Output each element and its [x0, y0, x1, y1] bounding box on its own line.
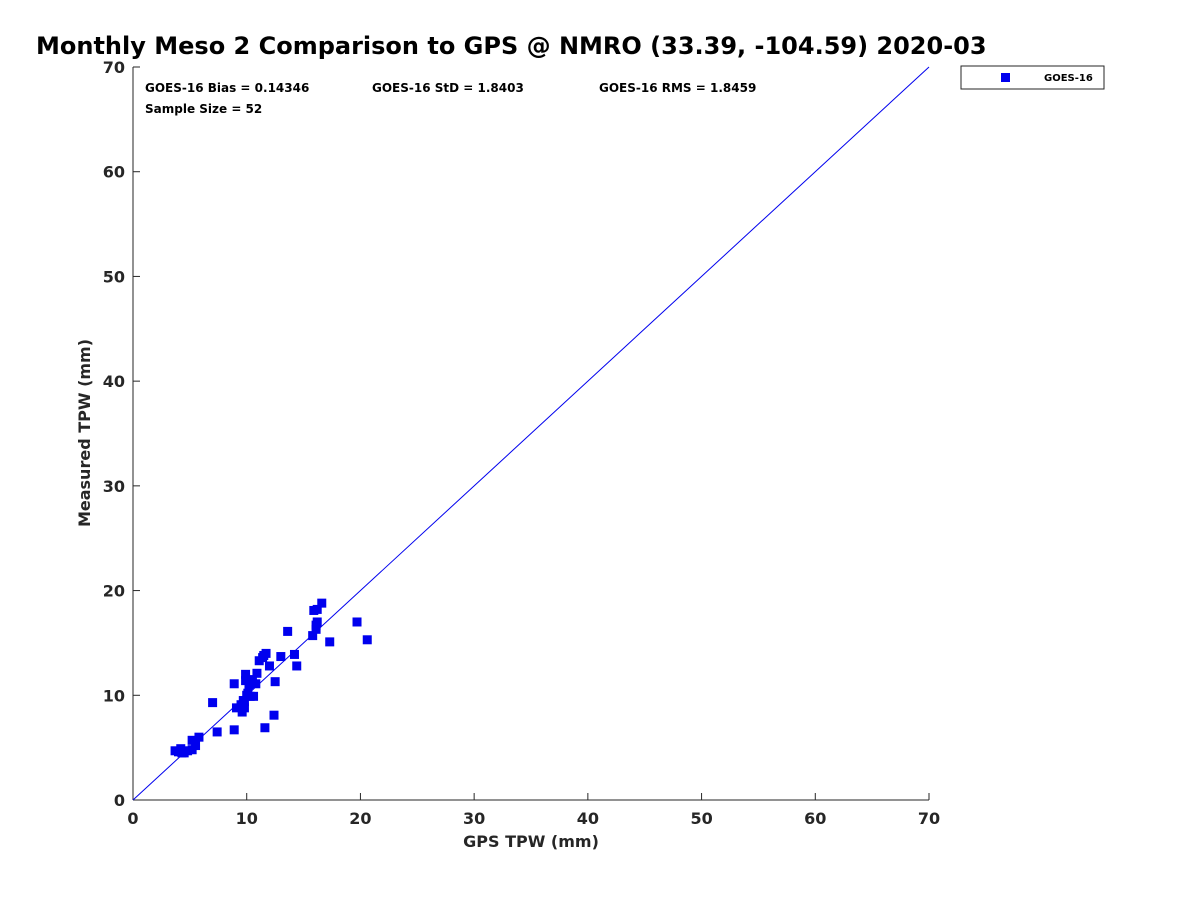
data-point: [270, 677, 280, 687]
chart-title: Monthly Meso 2 Comparison to GPS @ NMRO …: [36, 32, 987, 60]
x-tick-label: 30: [463, 809, 485, 828]
data-point: [362, 635, 372, 645]
data-point: [289, 649, 299, 659]
stat-rms: GOES-16 RMS = 1.8459: [599, 81, 756, 95]
y-tick-label: 10: [103, 686, 125, 705]
data-point: [269, 710, 279, 720]
data-point: [276, 652, 286, 662]
data-point: [239, 703, 249, 713]
y-tick-label: 70: [103, 58, 125, 77]
data-point: [229, 679, 239, 689]
y-tick-label: 50: [103, 267, 125, 286]
data-point: [292, 661, 302, 671]
data-point: [187, 735, 197, 745]
data-point: [241, 669, 251, 679]
x-tick-label: 10: [236, 809, 258, 828]
data-point: [308, 631, 318, 641]
data-point: [229, 725, 239, 735]
x-axis-label: GPS TPW (mm): [463, 832, 599, 851]
stats-panel: GOES-16 Bias = 0.14346 GOES-16 StD = 1.8…: [145, 81, 756, 116]
legend-box: [960, 65, 1105, 90]
data-point: [251, 679, 261, 689]
data-point: [283, 626, 293, 636]
one-to-one-line: [132, 66, 930, 801]
data-point: [191, 741, 201, 751]
data-point: [208, 698, 218, 708]
data-point: [242, 690, 252, 700]
legend-marker: [1001, 73, 1010, 82]
y-tick-label: 0: [114, 791, 125, 810]
y-tick-label: 40: [103, 372, 125, 391]
y-tick-label: 30: [103, 477, 125, 496]
data-point: [249, 691, 259, 701]
data-point: [231, 703, 241, 713]
data-point: [244, 680, 254, 690]
data-point: [312, 617, 322, 627]
x-tick-label: 70: [918, 809, 940, 828]
data-point: [260, 723, 270, 733]
x-tick-label: 0: [127, 809, 138, 828]
data-point: [177, 748, 187, 758]
data-point: [239, 697, 249, 707]
data-point: [252, 668, 262, 678]
y-tick-label: 60: [103, 163, 125, 182]
x-tick-label: 40: [577, 809, 599, 828]
x-tick-label: 50: [690, 809, 712, 828]
x-tick-label: 60: [804, 809, 826, 828]
data-point: [312, 604, 322, 614]
plot-area: 0 10 20 30 40 50 60 70 0 10 20 30 40 50 60 70: [103, 58, 940, 828]
data-point: [325, 637, 335, 647]
data-point: [259, 650, 269, 660]
data-point: [183, 746, 193, 756]
data-point: [317, 598, 327, 608]
stat-bias: GOES-16 Bias = 0.14346: [145, 81, 309, 95]
legend: GOES-16: [960, 65, 1105, 90]
x-tick-label: 20: [349, 809, 371, 828]
data-point: [264, 661, 274, 671]
data-point: [194, 732, 204, 742]
stat-sample-size: Sample Size = 52: [145, 102, 262, 116]
data-point: [352, 617, 362, 627]
legend-label: GOES-16: [1044, 73, 1093, 84]
y-axis-label: Measured TPW (mm): [75, 339, 94, 527]
data-point: [212, 727, 222, 737]
stat-std: GOES-16 StD = 1.8403: [372, 81, 524, 95]
y-tick-label: 20: [103, 582, 125, 601]
